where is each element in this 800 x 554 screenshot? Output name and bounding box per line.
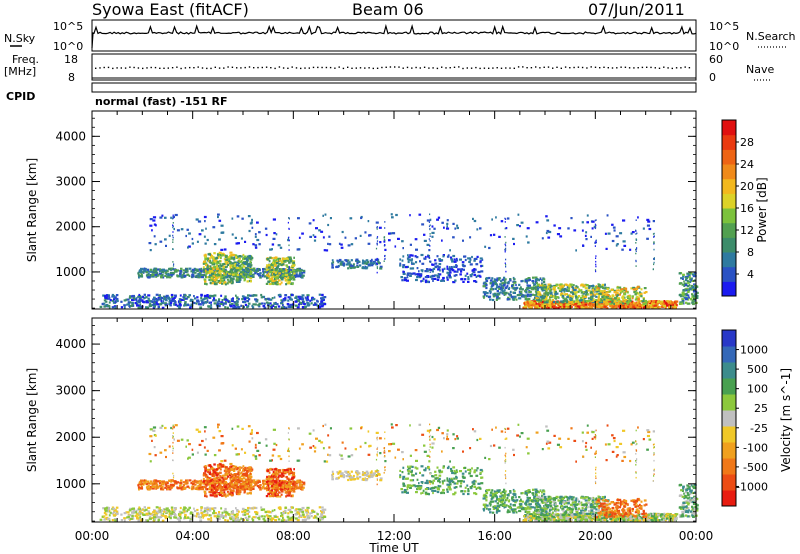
power-scatter <box>99 213 699 310</box>
sky-trace <box>91 23 697 49</box>
cpid-label: CPID <box>6 90 35 103</box>
station-title: Syowa East (fitACF) <box>92 0 249 19</box>
colorbar-swatch <box>722 208 736 224</box>
range-tick-label: 2000 <box>55 430 86 444</box>
velocity-panel: 1000 2000 3000 4000 Slant Range [km] 1000 50… <box>25 317 793 523</box>
date-title: 07/Jun/2011 <box>588 0 685 19</box>
beam-title: Beam 06 <box>352 0 424 19</box>
colorbar-tick-label: -100 <box>743 441 768 454</box>
freq-tick-top: 18 <box>64 53 78 66</box>
freq-label-line2: [MHz] <box>4 65 36 78</box>
freq-panel: Freq. [MHz] 18 8 60 0 Nave <box>4 53 774 84</box>
colorbar-swatch <box>722 149 736 165</box>
freq-trace <box>95 66 691 70</box>
time-axis-title: Time UT <box>368 541 419 554</box>
colorbar-swatch <box>722 266 736 282</box>
colorbar-swatch <box>722 346 736 363</box>
time-axis-labels: 00:00 04:00 08:00 12:00 16:00 20:00 00:00 <box>75 529 714 543</box>
colorbar-swatch <box>722 410 736 427</box>
colorbar-tick-label: 8 <box>747 246 754 259</box>
sky-tick-bottom: 10^0 <box>53 40 83 53</box>
nave-label: Nave <box>746 63 774 76</box>
colorbar-tick-label: 28 <box>740 136 754 149</box>
time-tick-label: 16:00 <box>477 529 512 543</box>
colorbar-swatch <box>722 458 736 475</box>
colorbar-swatch <box>722 394 736 411</box>
colorbar-tick-label: 100 <box>747 383 768 396</box>
time-tick-label: 12:00 <box>377 529 412 543</box>
search-tick-bottom: 10^0 <box>709 40 739 53</box>
colorbar-swatch <box>722 164 736 180</box>
colorbar-tick-label: 20 <box>740 180 754 193</box>
colorbar-swatch <box>722 378 736 395</box>
colorbar-tick-label: 16 <box>740 202 754 215</box>
range-tick-label: 1000 <box>55 477 86 491</box>
colorbar-swatch <box>722 362 736 379</box>
colorbar-swatch <box>722 178 736 194</box>
colorbar-tick-label: 12 <box>740 224 754 237</box>
colorbar-tick-label: 1000 <box>740 344 768 357</box>
range-tick-label: 2000 <box>55 220 86 234</box>
time-tick-label: 04:00 <box>175 529 210 543</box>
colorbar-tick-label: 25 <box>754 402 768 415</box>
colorbar-tick-label: -500 <box>743 461 768 474</box>
power-colorbar: 28 24 20 16 12 8 4 <box>721 119 754 297</box>
colorbar-tick-label: 24 <box>740 158 754 171</box>
colorbar-swatch <box>722 442 736 459</box>
search-tick-top: 10^5 <box>709 20 739 33</box>
freq-label-line1: Freq. <box>12 53 39 66</box>
velocity-colorbar-label: Velocity [m s^-1] <box>779 368 793 472</box>
sky-tick-top: 10^5 <box>53 20 83 33</box>
colorbar-swatch <box>722 281 736 297</box>
sky-panel: N.Sky 10^5 10^0 10^5 10^0 N.Search <box>4 19 796 53</box>
power-panel: 1000 2000 3000 4000 Slant Range [km] 28 24 20… <box>25 110 769 310</box>
colorbar-swatch <box>722 426 736 443</box>
nave-tick-top: 60 <box>709 53 723 66</box>
colorbar-swatch <box>722 490 736 507</box>
colorbar-tick-label: 500 <box>747 363 768 376</box>
colorbar-swatch <box>722 134 736 150</box>
range-tick-label: 4000 <box>55 337 86 351</box>
time-tick-label: 08:00 <box>276 529 311 543</box>
time-tick-label: 00:00 <box>75 529 110 543</box>
colorbar-swatch <box>722 222 736 238</box>
colorbar-tick-label: -25 <box>750 422 768 435</box>
range-tick-label: 3000 <box>55 175 86 189</box>
colorbar-swatch <box>722 120 736 136</box>
colorbar-swatch <box>722 252 736 268</box>
velocity-ylabel: Slant Range [km] <box>25 368 39 472</box>
power-colorbar-label: Power [dB] <box>755 177 769 242</box>
velocity-scatter <box>99 423 699 523</box>
power-axis-ticks: 1000 2000 3000 4000 <box>55 111 697 309</box>
cpid-panel: CPID normal (fast) -151 RF <box>6 82 697 108</box>
colorbar-swatch <box>722 474 736 491</box>
velocity-colorbar: 1000 500 100 25 -25 -100 -500 -1000 <box>721 329 768 507</box>
freq-tick-bottom: 8 <box>68 71 75 84</box>
colorbar-swatch <box>722 237 736 253</box>
time-tick-label: 20:00 <box>578 529 613 543</box>
sky-label: N.Sky <box>4 32 36 45</box>
time-tick-label: 00:00 <box>679 529 714 543</box>
range-tick-label: 3000 <box>55 384 86 398</box>
velocity-axis-ticks: 1000 2000 3000 4000 <box>55 318 697 522</box>
range-tick-label: 4000 <box>55 129 86 143</box>
colorbar-tick-label: -1000 <box>736 480 768 493</box>
cpid-value: normal (fast) -151 RF <box>95 95 228 108</box>
search-label: N.Search <box>746 30 796 43</box>
power-ylabel: Slant Range [km] <box>25 158 39 262</box>
nave-tick-bottom: 0 <box>709 71 716 84</box>
colorbar-tick-label: 4 <box>747 268 754 281</box>
colorbar-swatch <box>722 193 736 209</box>
colorbar-swatch <box>722 330 736 347</box>
range-tick-label: 1000 <box>55 265 86 279</box>
